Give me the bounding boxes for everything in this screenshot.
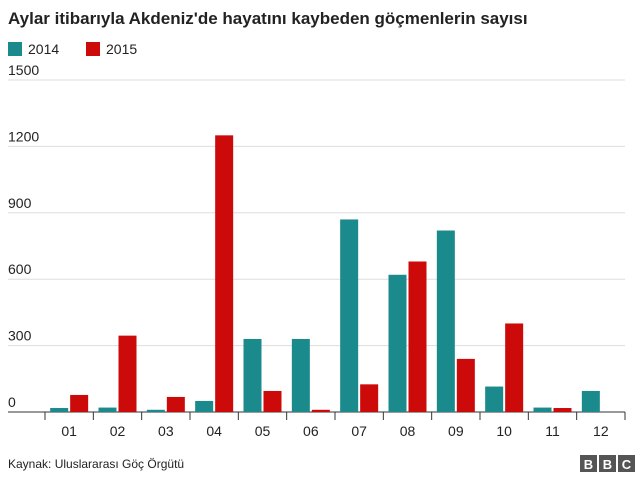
x-tick-label: 04 [206, 423, 222, 439]
bar [485, 386, 504, 412]
x-tick-label: 02 [110, 423, 126, 439]
bar [553, 408, 572, 412]
bar [505, 323, 524, 412]
bar [98, 407, 117, 412]
bar [146, 409, 165, 412]
bar [118, 335, 137, 412]
bar [388, 274, 407, 412]
bar [243, 338, 262, 412]
x-tick-label: 10 [496, 423, 512, 439]
x-tick-label: 08 [400, 423, 416, 439]
legend-swatch [86, 42, 100, 56]
bar [311, 409, 330, 412]
x-tick-label: 05 [255, 423, 271, 439]
x-tick-label: 11 [545, 423, 560, 439]
bar [166, 396, 185, 412]
x-tick-label: 06 [303, 423, 319, 439]
x-tick-label: 09 [448, 423, 464, 439]
logo-box [580, 455, 597, 472]
chart-title: Aylar itibarıyla Akdeniz'de hayatını kay… [8, 9, 528, 28]
y-tick-label: 1200 [8, 128, 39, 144]
x-tick-label: 07 [351, 423, 367, 439]
bar [533, 407, 552, 412]
bar [456, 358, 475, 412]
x-tick-label: 03 [158, 423, 174, 439]
bar [291, 338, 310, 412]
y-tick-label: 0 [8, 394, 16, 410]
bar [340, 219, 359, 412]
bar [70, 394, 89, 412]
legend-swatch [8, 42, 22, 56]
bar [436, 230, 455, 412]
bar [408, 261, 427, 412]
y-tick-label: 1500 [8, 62, 39, 78]
y-tick-label: 300 [8, 328, 32, 344]
source: Kaynak: Uluslararası Göç Örgütü [8, 457, 184, 471]
logo-box [618, 455, 635, 472]
bar [50, 408, 69, 412]
logo-box [599, 455, 616, 472]
logo-letter: B [584, 457, 593, 472]
legend-label: 2015 [106, 41, 137, 57]
x-tick-label: 01 [61, 423, 77, 439]
legend-label: 2014 [28, 41, 59, 57]
bar [581, 390, 600, 412]
y-tick-label: 900 [8, 195, 32, 211]
logo-letter: C [622, 457, 632, 472]
bar [195, 400, 214, 412]
bar [360, 384, 379, 412]
logo-letter: B [603, 457, 612, 472]
x-tick-label: 12 [593, 423, 609, 439]
bar [215, 135, 234, 413]
y-tick-label: 600 [8, 261, 32, 277]
bar [263, 390, 282, 412]
